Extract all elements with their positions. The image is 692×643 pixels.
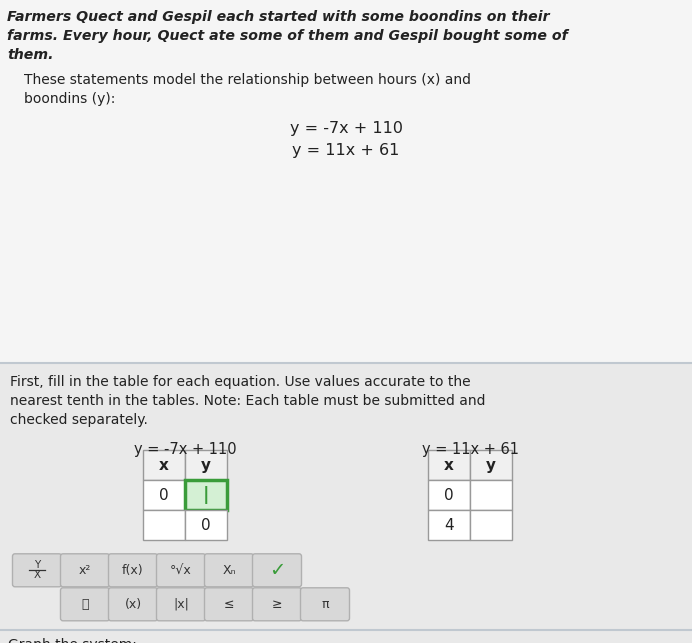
Text: π: π [321, 598, 329, 611]
FancyBboxPatch shape [60, 588, 109, 620]
Text: y = -7x + 110: y = -7x + 110 [134, 442, 236, 457]
Text: 0: 0 [159, 488, 169, 503]
FancyBboxPatch shape [253, 554, 302, 587]
Text: Y: Y [34, 560, 40, 570]
Bar [185, 480, 227, 511]
FancyBboxPatch shape [60, 554, 109, 587]
Bar [143, 450, 185, 480]
Bar [143, 480, 185, 511]
Text: x: x [159, 458, 169, 473]
Bar [428, 480, 470, 511]
Bar [470, 480, 512, 511]
Text: |x|: |x| [173, 598, 189, 611]
Text: y: y [486, 458, 496, 473]
FancyBboxPatch shape [205, 554, 253, 587]
Text: checked separately.: checked separately. [10, 413, 148, 428]
Text: y = 11x + 61: y = 11x + 61 [421, 442, 518, 457]
FancyBboxPatch shape [205, 588, 253, 620]
Text: X: X [33, 570, 41, 580]
Text: farms. Every hour, Quect ate some of them and Gespil bought some of: farms. Every hour, Quect ate some of the… [7, 29, 567, 43]
Bar [470, 450, 512, 480]
FancyBboxPatch shape [109, 554, 158, 587]
Bar [428, 511, 470, 540]
Text: y: y [201, 458, 211, 473]
FancyBboxPatch shape [253, 588, 302, 620]
Text: °√x: °√x [170, 564, 192, 577]
Text: y = -7x + 110: y = -7x + 110 [289, 121, 403, 136]
FancyBboxPatch shape [12, 554, 62, 587]
Text: x: x [444, 458, 454, 473]
Text: y = 11x + 61: y = 11x + 61 [292, 143, 400, 158]
Text: 0: 0 [201, 518, 211, 533]
Text: Farmers Quect and Gespil each started with some boondins on their: Farmers Quect and Gespil each started wi… [7, 10, 549, 24]
Text: f(x): f(x) [122, 564, 144, 577]
Text: x²: x² [79, 564, 91, 577]
Bar [185, 511, 227, 540]
Text: These statements model the relationship between hours (x) and: These statements model the relationship … [24, 73, 471, 87]
Text: |: | [203, 486, 209, 504]
Bar [185, 450, 227, 480]
Bar [143, 511, 185, 540]
Text: them.: them. [7, 48, 53, 62]
Text: (x): (x) [125, 598, 142, 611]
FancyBboxPatch shape [300, 588, 349, 620]
Bar [428, 450, 470, 480]
Text: boondins (y):: boondins (y): [24, 92, 116, 106]
Text: nearest tenth in the tables. Note: Each table must be submitted and: nearest tenth in the tables. Note: Each … [10, 394, 486, 408]
FancyBboxPatch shape [156, 588, 206, 620]
Text: ≤: ≤ [224, 598, 235, 611]
FancyBboxPatch shape [109, 588, 158, 620]
Text: 🗑: 🗑 [81, 598, 89, 611]
Text: Xₙ: Xₙ [222, 564, 236, 577]
Bar [0, 0, 692, 363]
Text: Graph the system:: Graph the system: [8, 638, 137, 643]
Text: 4: 4 [444, 518, 454, 533]
Bar [0, 363, 692, 643]
Text: First, fill in the table for each equation. Use values accurate to the: First, fill in the table for each equati… [10, 376, 471, 389]
Text: 0: 0 [444, 488, 454, 503]
Bar [470, 511, 512, 540]
Text: ✓: ✓ [268, 561, 285, 580]
FancyBboxPatch shape [156, 554, 206, 587]
Text: ≥: ≥ [272, 598, 282, 611]
